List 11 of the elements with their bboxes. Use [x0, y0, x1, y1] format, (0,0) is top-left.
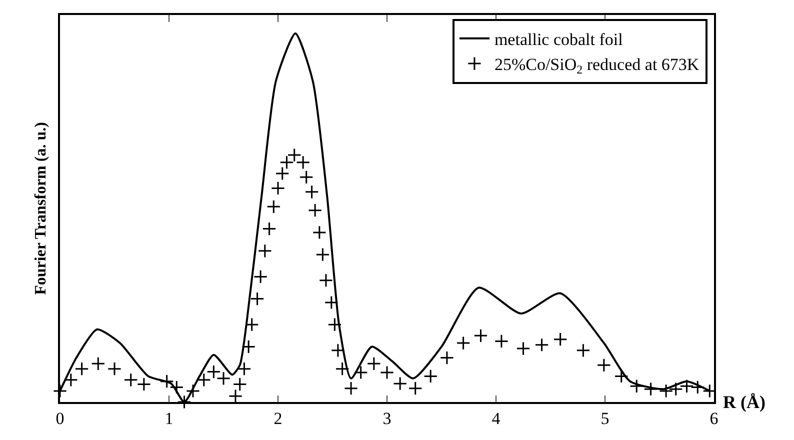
x-tick-label: 5: [600, 409, 610, 428]
x-tick-label: 0: [56, 409, 64, 428]
y-axis-title: Fourier Transform (a. u.): [32, 122, 50, 295]
x-tick-label: 6: [710, 409, 718, 428]
x-axis-title: R (Å): [723, 392, 766, 412]
legend-label: 25%Co/SiO$_{2}$ reduced at 673K: [494, 55, 700, 77]
x-tick-label: 1: [164, 409, 174, 428]
x-tick-label: 4: [492, 409, 501, 428]
x-tick-label: 2: [274, 409, 282, 428]
x-tick-label: 3: [382, 409, 392, 428]
legend-label: metallic cobalt foil: [494, 30, 624, 50]
